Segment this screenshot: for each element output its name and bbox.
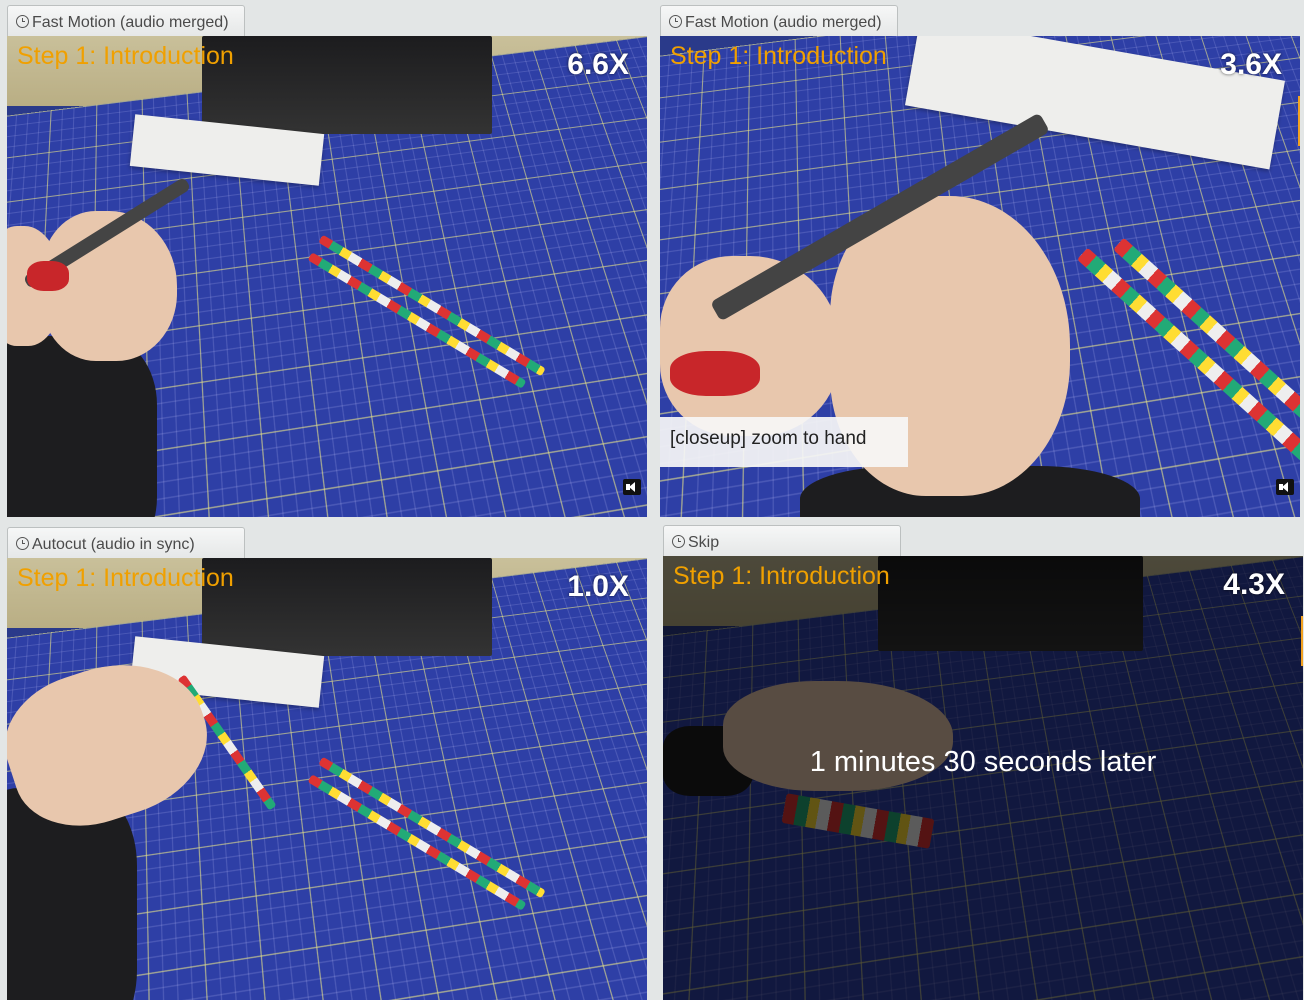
mode-tab[interactable]: Fast Motion (audio merged)	[7, 5, 245, 39]
monitor	[202, 36, 492, 134]
video-panel-autocut: Autocut (audio in sync) Step 1: Introduc…	[7, 527, 647, 1000]
scissor-grip	[670, 351, 760, 396]
clock-icon	[16, 15, 29, 28]
playback-speed: 4.3X	[1223, 568, 1285, 601]
video-frame[interactable]: Step 1: Introduction 1.0X	[7, 558, 647, 1000]
video-frame[interactable]: Step 1: Introduction 6.6X	[7, 36, 647, 517]
monitor	[202, 558, 492, 656]
step-title: Step 1: Introduction	[673, 562, 890, 590]
video-frame[interactable]: Step 1: Introduction 4.3X 1 minutes 30 s…	[663, 556, 1303, 1000]
accent-strip	[1298, 96, 1300, 146]
video-panel-fast-motion-1: Fast Motion (audio merged) Step 1: Intro…	[7, 5, 647, 517]
mode-tab-label: Fast Motion (audio merged)	[685, 14, 882, 31]
clock-icon	[669, 15, 682, 28]
clock-icon	[16, 537, 29, 550]
volume-icon[interactable]	[1276, 479, 1294, 495]
step-title: Step 1: Introduction	[17, 564, 234, 592]
playback-speed: 3.6X	[1220, 48, 1282, 81]
volume-icon[interactable]	[623, 479, 641, 495]
step-title: Step 1: Introduction	[670, 42, 887, 70]
video-panel-skip: Skip Step 1: Introduction 4.3X 1 minutes…	[663, 525, 1303, 1000]
mode-tab-label: Autocut (audio in sync)	[32, 536, 195, 553]
sleeve	[7, 336, 157, 517]
clock-icon	[672, 535, 685, 548]
mode-tab[interactable]: Skip	[663, 525, 901, 559]
playback-speed: 6.6X	[567, 48, 629, 81]
accent-strip	[1301, 616, 1303, 666]
scissor-grip	[27, 261, 69, 291]
mode-tab-label: Fast Motion (audio merged)	[32, 14, 229, 31]
step-title: Step 1: Introduction	[17, 42, 234, 70]
playback-speed: 1.0X	[567, 570, 629, 603]
skip-overlay-text: 1 minutes 30 seconds later	[809, 746, 1157, 778]
mode-tab[interactable]: Autocut (audio in sync)	[7, 527, 245, 561]
mode-tab[interactable]: Fast Motion (audio merged)	[660, 5, 898, 39]
video-frame[interactable]: Step 1: Introduction 3.6X [closeup] zoom…	[660, 36, 1300, 517]
mode-tab-label: Skip	[688, 534, 720, 551]
video-panel-fast-motion-2: Fast Motion (audio merged) Step 1: Intro…	[660, 5, 1300, 517]
annotation-label: [closeup] zoom to hand	[660, 417, 908, 467]
dim-overlay	[663, 556, 1303, 1000]
